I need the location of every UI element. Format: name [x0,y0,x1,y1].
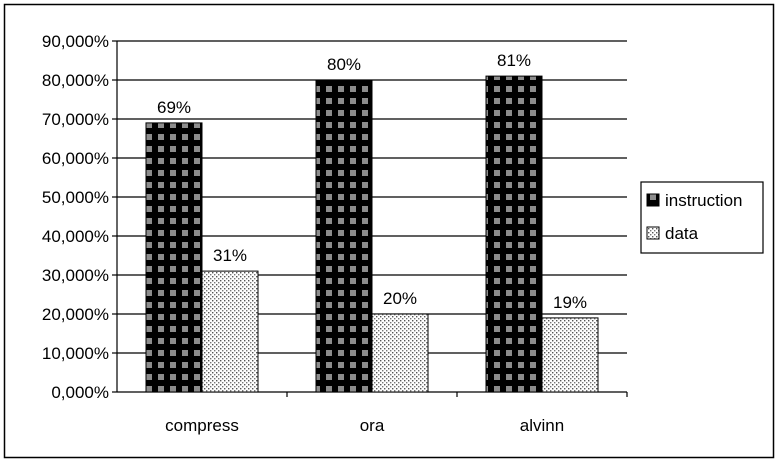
bar-data [201,270,259,393]
y-tick-label: 30,000% [42,266,109,285]
data-label: 81% [497,51,531,70]
y-tick-label: 20,000% [42,305,109,324]
legend-swatch-data [646,226,660,240]
bar-instruction [145,122,203,393]
y-tick-label: 0,000% [51,383,109,402]
data-label: 20% [383,289,417,308]
bar-instruction [315,79,373,393]
data-label: 69% [157,98,191,117]
y-tick-label: 10,000% [42,344,109,363]
y-tick-label: 60,000% [42,149,109,168]
y-tick-label: 70,000% [42,110,109,129]
y-tick-label: 40,000% [42,227,109,246]
bar-instruction [485,75,543,393]
bar-data [541,317,599,393]
data-label: 31% [213,246,247,265]
bar-data [371,313,429,393]
x-tick-label: alvinn [520,416,564,435]
x-tick-label: compress [165,416,239,435]
legend-label-instruction: instruction [665,191,742,210]
y-tick-label: 80,000% [42,71,109,90]
axes: 0,000% 10,000% 20,000% 30,000% 40,000% 50,000… [42,32,628,435]
y-tick-label: 90,000% [42,32,109,51]
labels: 69% 31% 80% 20% 81% 19% [157,51,587,312]
legend-box [640,181,764,254]
data-label: 80% [327,55,361,74]
legend-label-data: data [665,224,699,243]
legend: instruction data [640,181,764,254]
x-tick-label: ora [360,416,385,435]
legend-swatch-instruction [646,193,660,207]
y-tick-label: 50,000% [42,188,109,207]
bars [145,75,599,393]
data-label: 19% [553,293,587,312]
